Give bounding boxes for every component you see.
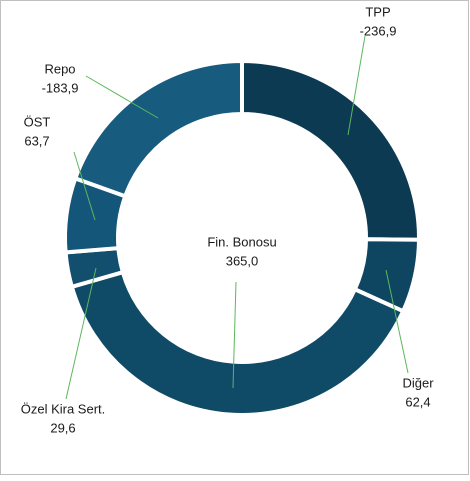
slice-label: Diğer <box>402 375 434 390</box>
leader-line <box>232 281 237 389</box>
leader-line <box>85 75 159 119</box>
donut-slice <box>240 58 421 242</box>
slice-label: Özel Kira Sert. <box>21 401 106 416</box>
slice-value-label: 365,0 <box>226 253 259 268</box>
slice-label: Repo <box>44 61 75 76</box>
donut-slice <box>72 58 244 199</box>
slice-value-label: 63,7 <box>24 133 49 148</box>
slice-value-label: 62,4 <box>405 394 430 409</box>
slice-label: Fin. Bonosu <box>207 234 276 249</box>
leader-line <box>385 269 409 374</box>
slice-value-label: -183,9 <box>42 80 79 95</box>
leader-line <box>73 151 96 221</box>
leader-line <box>347 35 366 136</box>
slice-value-label: 29,6 <box>50 420 75 435</box>
slice-label: ÖST <box>24 114 51 129</box>
leader-line <box>65 267 97 400</box>
slice-label: TPP <box>365 4 390 19</box>
slice-value-label: -236,9 <box>360 23 397 38</box>
donut-slice <box>69 269 406 417</box>
